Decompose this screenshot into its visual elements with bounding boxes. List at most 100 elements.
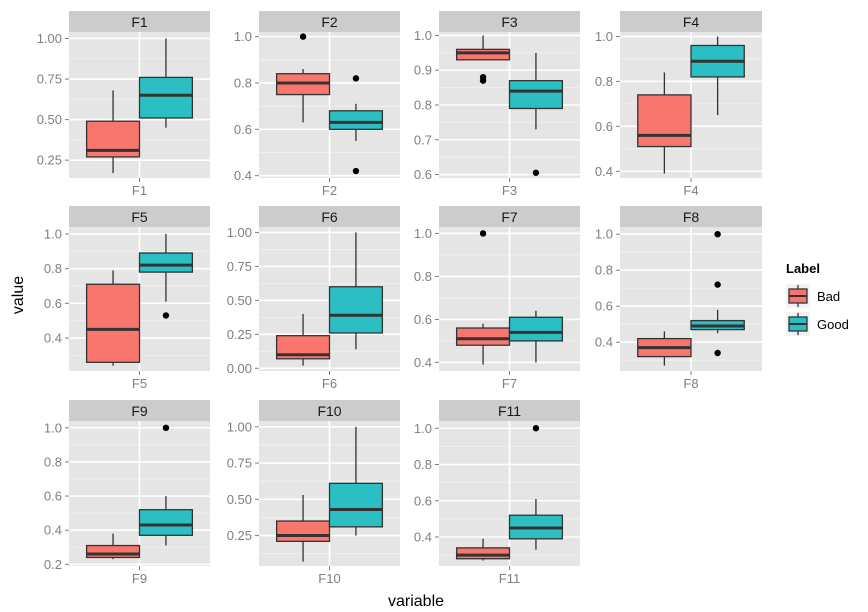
y-tick-label: 0.6 [414,493,432,508]
box-bad [85,270,141,366]
box-bad [455,35,511,84]
y-tick-label: 0.00 [227,361,252,376]
x-tick-label: F7 [502,376,517,391]
box-bad [85,90,141,174]
panel-F9: F9 0.2 0.4 0.6 0.8 1.0 F9 [44,400,210,586]
box-iqr [637,94,692,148]
box-bad [455,538,511,561]
outlier-point [162,424,170,432]
y-tick-label: 1.0 [595,29,613,44]
legend-label: Good [817,317,849,332]
panel-F1: F1 0.25 0.50 0.75 1.00 F1 [37,11,210,198]
y-tick-label: 0.75 [227,456,252,471]
box-iqr [275,335,331,360]
y-tick-label: 0.4 [234,168,252,183]
x-axis-title: variable [388,593,444,610]
y-tick-label: 0.50 [227,293,252,308]
box-iqr [455,547,511,560]
box-bad [455,230,511,365]
outlier-point [352,167,360,175]
strip-label: F1 [131,14,148,30]
strip-label: F7 [501,209,518,225]
x-tick-label: F5 [132,376,147,391]
y-axis-title: value [10,276,27,314]
strip-background [259,11,400,32]
y-tick-label: 1.0 [595,227,613,242]
panel-F5: F5 0.4 0.6 0.8 1.0 F5 [44,206,210,391]
panel-F6: F6 0.00 0.25 0.50 0.75 1.00 F6 [227,206,400,391]
strip-label: F3 [501,14,518,30]
x-tick-label: F6 [322,376,337,391]
x-tick-label: F8 [683,376,698,391]
panel-F10: F10 0.25 0.50 0.75 1.00 F10 [227,400,400,586]
box-iqr [138,509,194,536]
box-bad [637,72,692,174]
box-iqr [85,544,141,559]
y-tick-label: 0.6 [414,167,432,182]
box-iqr [328,286,384,334]
y-tick-label: 0.4 [44,523,62,538]
strip-background [69,206,210,227]
strip-background [439,11,580,32]
y-tick-label: 0.6 [44,489,62,504]
legend-entry-good: Good [786,312,849,336]
y-tick-label: 0.8 [414,457,432,472]
box-good [328,232,384,350]
strip-label: F11 [498,403,521,419]
strip-background [69,11,210,32]
y-tick-label: 0.25 [37,153,62,168]
panel-F2: F2 0.4 0.6 0.8 1.0 F2 [234,11,400,198]
strip-background [439,400,580,421]
x-tick-label: F9 [132,571,147,586]
box-good [508,52,564,176]
y-tick-label: 0.8 [414,269,432,284]
x-tick-label: F10 [318,571,340,586]
strip-label: F10 [317,403,341,419]
y-tick-label: 0.8 [414,98,432,113]
box-iqr [275,520,331,542]
box-good [508,425,564,550]
y-tick-label: 1.0 [44,420,62,435]
strip-background [259,206,400,227]
y-tick-label: 0.7 [414,132,432,147]
y-tick-label: 1.0 [414,28,432,43]
strip-label: F8 [683,209,700,225]
y-tick-label: 0.8 [234,75,252,90]
y-tick-label: 0.2 [44,557,62,572]
y-tick-label: 1.0 [44,226,62,241]
y-tick-label: 0.8 [44,454,62,469]
y-tick-label: 1.0 [234,29,252,44]
legend-label: Bad [817,289,840,304]
box-bad [637,331,692,366]
strip-label: F6 [321,209,338,225]
y-tick-label: 0.8 [595,263,613,278]
box-good [328,426,384,536]
y-tick-label: 0.8 [595,74,613,89]
box-iqr [328,482,384,528]
box-iqr [138,76,194,119]
box-iqr [508,80,564,110]
y-tick-label: 0.50 [227,492,252,507]
y-tick-label: 1.0 [414,421,432,436]
y-tick-label: 0.4 [414,355,432,370]
box-bad [275,33,331,123]
strip-background [69,400,210,421]
x-tick-label: F4 [683,183,698,198]
y-tick-label: 0.25 [227,528,252,543]
y-tick-label: 0.4 [44,331,62,346]
box-iqr [508,316,564,342]
panel-F11: F11 0.4 0.6 0.8 1.0 F11 [414,400,580,586]
y-tick-label: 0.50 [37,112,62,127]
box-iqr [455,327,511,346]
y-tick-label: 0.75 [37,72,62,87]
y-tick-label: 0.6 [44,296,62,311]
outlier-point [532,425,540,432]
box-good [138,233,194,319]
strip-background [259,400,400,421]
box-good [138,424,194,546]
y-tick-label: 0.8 [44,261,62,276]
y-tick-label: 1.00 [37,31,62,46]
box-good [508,310,564,363]
box-good [328,75,384,175]
